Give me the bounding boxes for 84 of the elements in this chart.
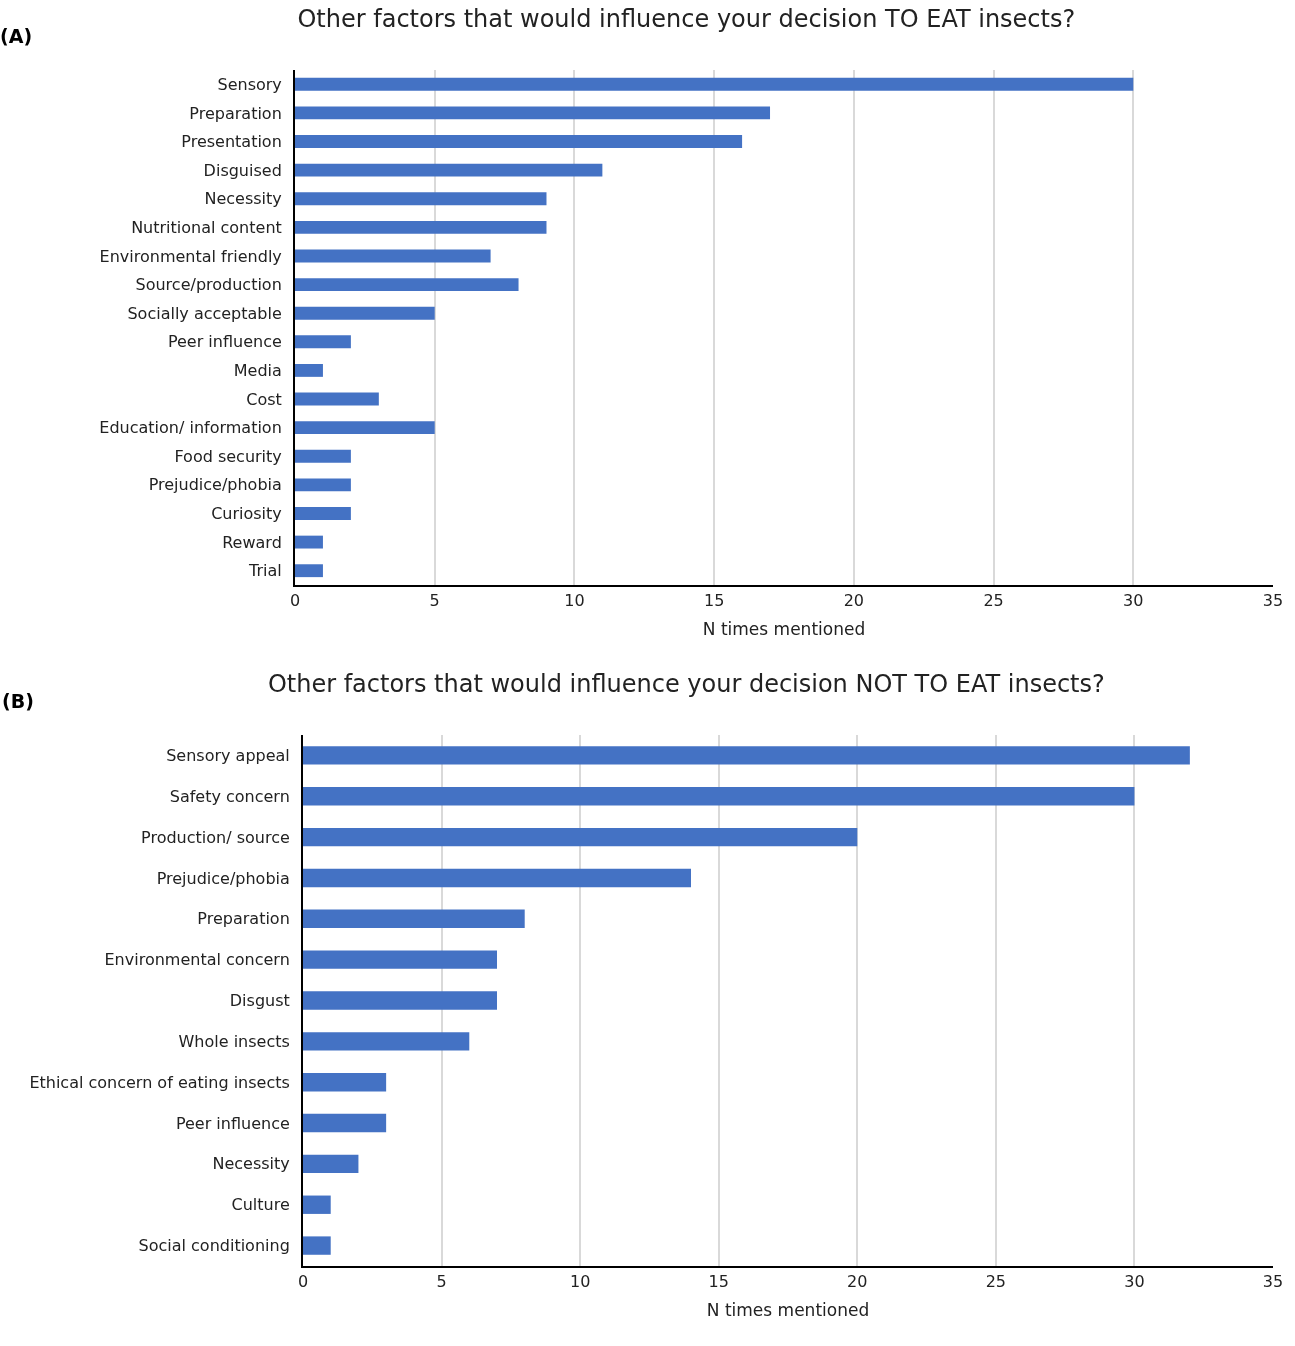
x-tick-label: 20 [847, 1272, 868, 1292]
bar [303, 1032, 470, 1051]
y-tick-label: Socially acceptable [127, 303, 282, 323]
y-tick-label: Nutritional content [131, 217, 282, 237]
bar [303, 787, 1135, 806]
x-tick-label: 30 [1123, 591, 1144, 611]
y-tick-label: Trial [248, 561, 282, 581]
bar [303, 909, 525, 928]
y-tick-label: Culture [231, 1195, 290, 1215]
y-tick-label: Social conditioning [138, 1236, 290, 1256]
y-tick-label: Peer influence [175, 1113, 290, 1133]
bar [303, 1236, 331, 1255]
bar [303, 991, 497, 1010]
y-tick-label: Prejudice/phobia [156, 868, 290, 888]
bar [295, 192, 547, 206]
x-tick-label: 10 [569, 1272, 591, 1292]
x-tick-label: 15 [703, 591, 725, 611]
bar [303, 1073, 387, 1092]
bar [295, 564, 323, 578]
bar [295, 507, 351, 520]
bar [303, 950, 497, 969]
y-tick-label: Whole insects [178, 1031, 290, 1051]
y-tick-label: Food security [174, 446, 282, 466]
y-tick-label: Source/production [135, 275, 282, 295]
bar [295, 335, 351, 349]
bar [295, 220, 547, 234]
x-axis-title: N times mentioned [702, 619, 866, 640]
y-tick-label: Sensory appeal [166, 746, 290, 766]
y-tick-label: Reward [222, 532, 282, 552]
y-tick-label: Cost [246, 389, 282, 409]
text: (B) [2, 690, 34, 712]
bar [295, 249, 491, 263]
bar [295, 535, 323, 549]
y-tick-label: Sensory [217, 74, 282, 94]
y-tick-label: Preparation [197, 909, 290, 929]
y-tick-label: Education/ information [99, 418, 282, 438]
y-tick-label: Production/ source [141, 827, 290, 847]
bar [295, 278, 519, 292]
y-tick-label: Environmental friendly [99, 246, 282, 266]
x-tick-label: 10 [564, 591, 585, 611]
bar [295, 363, 323, 377]
bar [295, 106, 771, 120]
bar [295, 421, 435, 435]
x-tick-label: 30 [1124, 1272, 1145, 1292]
text: (A) [0, 25, 33, 47]
x-tick-label: 35 [1262, 1272, 1284, 1292]
x-tick-label: 5 [436, 1272, 447, 1292]
y-tick-label: Necessity [204, 189, 282, 209]
y-tick-label: Environmental concern [104, 950, 290, 970]
y-tick-label: Prejudice/phobia [148, 475, 282, 495]
bar [303, 868, 691, 888]
bar [303, 1113, 387, 1133]
y-tick-label: Presentation [181, 132, 282, 152]
y-tick-label: Peer influence [167, 332, 282, 352]
x-axis-title: N times mentioned [706, 1300, 870, 1321]
y-tick-label: Media [233, 361, 282, 381]
y-tick-label: Ethical concern of eating insects [29, 1072, 290, 1092]
bar [295, 392, 379, 406]
bar [295, 135, 743, 148]
bar [303, 746, 1190, 765]
chart-title: Other factors that would influence your decision NOT TO EAT insects? [267, 670, 1105, 699]
x-tick-label: 15 [708, 1272, 729, 1292]
bar [295, 306, 435, 320]
x-tick-label: 35 [1262, 591, 1284, 611]
bar [303, 1195, 331, 1214]
y-tick-label: Curiosity [211, 504, 282, 524]
bar [295, 449, 351, 463]
y-tick-label: Necessity [212, 1154, 290, 1174]
y-tick-label: Disgust [229, 991, 290, 1011]
bar [295, 478, 351, 492]
chart-title: Other factors that would influence your decision TO EAT insects? [297, 4, 1076, 33]
bar [295, 77, 1134, 91]
y-tick-label: Preparation [189, 103, 282, 123]
bar [303, 1154, 359, 1174]
x-tick-label: 20 [843, 591, 865, 611]
x-tick-label: 0 [289, 591, 301, 611]
bar [295, 163, 603, 177]
y-tick-label: Safety concern [169, 786, 290, 806]
x-tick-label: 25 [985, 1272, 1007, 1292]
x-tick-label: 25 [983, 591, 1004, 611]
x-tick-label: 0 [297, 1272, 309, 1292]
y-tick-label: Disguised [203, 160, 282, 180]
x-tick-label: 5 [429, 591, 440, 611]
bar [303, 827, 858, 847]
